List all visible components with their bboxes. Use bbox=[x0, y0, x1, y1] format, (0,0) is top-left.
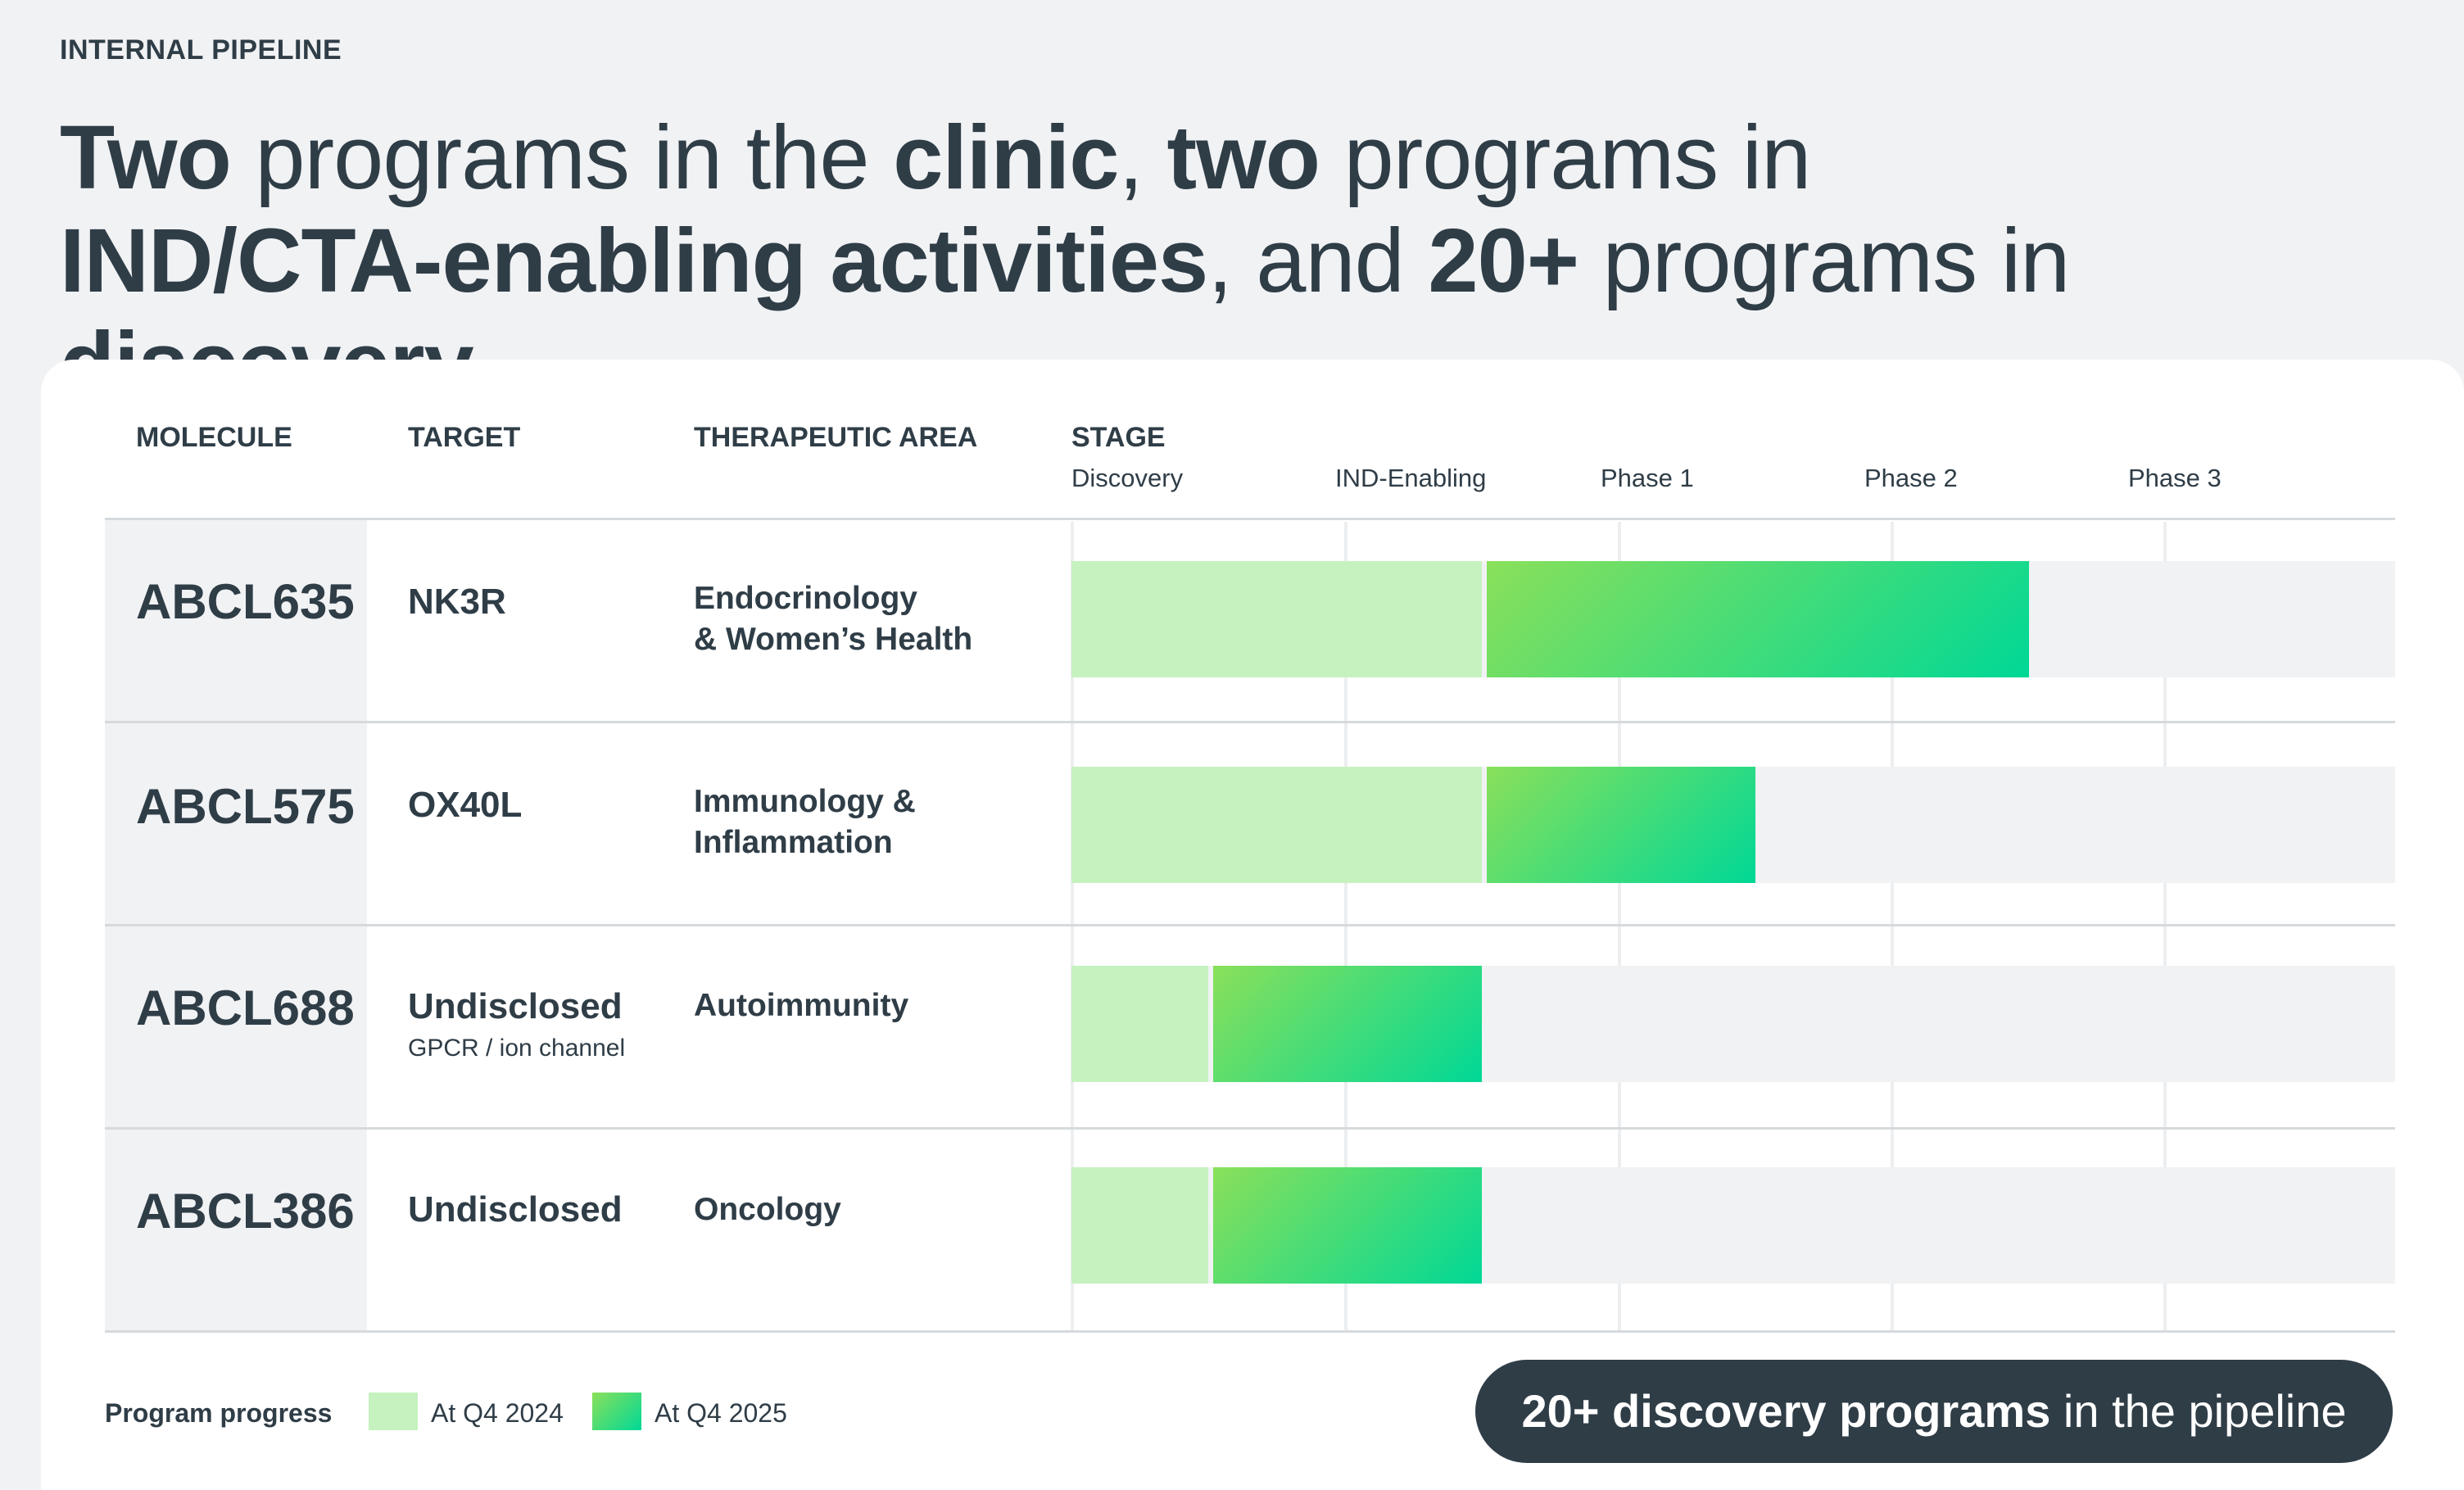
headline-part: , and bbox=[1207, 211, 1429, 311]
headline-part: two bbox=[1166, 107, 1320, 208]
progress-track bbox=[1071, 1167, 2395, 1284]
target-name: Undisclosed bbox=[408, 986, 623, 1026]
stage-label-phase-1: Phase 1 bbox=[1601, 464, 1694, 492]
headline-part: programs in the bbox=[230, 107, 894, 208]
stage-gridline bbox=[1071, 522, 1074, 1333]
stage-label-ind-enabling: IND-Enabling bbox=[1335, 464, 1487, 492]
therapeutic-area: Oncology bbox=[694, 1189, 1038, 1230]
headline-part: clinic bbox=[893, 107, 1119, 208]
row-divider bbox=[105, 924, 2395, 926]
stage-label-phase-3: Phase 3 bbox=[2128, 464, 2222, 492]
headline-part: IND/CTA-enabling activities bbox=[60, 211, 1208, 311]
progress-bar-q4-2024 bbox=[1071, 767, 1482, 883]
legend-title: Program progress bbox=[105, 1398, 333, 1428]
header-stage: STAGE bbox=[1071, 422, 1166, 453]
header-molecule: MOLECULE bbox=[136, 422, 292, 453]
legend-swatch-q4-2025 bbox=[592, 1393, 641, 1430]
area-line: Endocrinology bbox=[694, 581, 917, 616]
header-therapeutic-area: THERAPEUTIC AREA bbox=[694, 422, 978, 453]
progress-bar-q4-2025 bbox=[1487, 561, 2029, 677]
progress-track bbox=[1071, 767, 2395, 883]
progress-track bbox=[1071, 966, 2395, 1082]
molecule-name: ABCL575 bbox=[136, 779, 355, 834]
progress-bar-q4-2024 bbox=[1071, 1167, 1208, 1284]
header-target: TARGET bbox=[408, 422, 521, 453]
molecule-name: ABCL386 bbox=[136, 1184, 355, 1239]
stage-label-phase-2: Phase 2 bbox=[1864, 464, 1958, 492]
area-line: Oncology bbox=[694, 1192, 841, 1227]
discovery-callout-pill: 20+ discovery programs in the pipeline bbox=[1475, 1360, 2393, 1463]
headline-part: , bbox=[1118, 107, 1167, 208]
area-line: & Women’s Health bbox=[694, 622, 973, 657]
progress-bar-q4-2025 bbox=[1213, 1167, 1482, 1284]
progress-bar-q4-2024 bbox=[1071, 966, 1208, 1082]
eyebrow-label: INTERNAL PIPELINE bbox=[60, 34, 342, 66]
target-name: NK3R bbox=[408, 582, 506, 622]
therapeutic-area: Autoimmunity bbox=[694, 985, 1038, 1026]
therapeutic-area: Endocrinology & Women’s Health bbox=[694, 578, 1038, 660]
stage-gridline bbox=[1344, 522, 1348, 1333]
molecule-name: ABCL635 bbox=[136, 574, 355, 629]
stage-gridline bbox=[2163, 522, 2167, 1333]
target-subtitle: GPCR / ion channel bbox=[408, 1035, 626, 1062]
progress-bar-q4-2024 bbox=[1071, 561, 1482, 677]
area-line: Immunology & bbox=[694, 784, 916, 819]
target-name: OX40L bbox=[408, 785, 523, 825]
therapeutic-area: Immunology & Inflammation bbox=[694, 781, 1038, 863]
area-line: Inflammation bbox=[694, 825, 893, 860]
callout-bold: 20+ discovery programs bbox=[1521, 1385, 2051, 1437]
progress-bar-q4-2025 bbox=[1213, 966, 1482, 1082]
legend-swatch-q4-2024 bbox=[369, 1393, 418, 1430]
stage-gridline bbox=[1891, 522, 1894, 1333]
progress-track bbox=[1071, 561, 2395, 677]
headline-part: Two bbox=[60, 107, 232, 208]
progress-bar-q4-2025 bbox=[1487, 767, 1755, 883]
target-name: Undisclosed bbox=[408, 1189, 623, 1230]
stage-label-discovery: Discovery bbox=[1071, 464, 1184, 492]
legend-label-q4-2025: At Q4 2025 bbox=[654, 1398, 787, 1428]
area-line: Autoimmunity bbox=[694, 988, 909, 1023]
legend-label-q4-2024: At Q4 2024 bbox=[431, 1398, 564, 1428]
headline-part: 20+ bbox=[1428, 211, 1579, 311]
row-divider bbox=[105, 721, 2395, 723]
stage-gridline bbox=[1618, 522, 1621, 1333]
headline-part: programs in bbox=[1578, 211, 2071, 311]
row-divider bbox=[105, 1330, 2395, 1333]
row-divider bbox=[105, 1127, 2395, 1130]
row-divider bbox=[105, 518, 2395, 520]
headline-part: programs in bbox=[1319, 107, 1811, 208]
callout-rest: in the pipeline bbox=[2050, 1385, 2347, 1437]
molecule-name: ABCL688 bbox=[136, 981, 355, 1035]
